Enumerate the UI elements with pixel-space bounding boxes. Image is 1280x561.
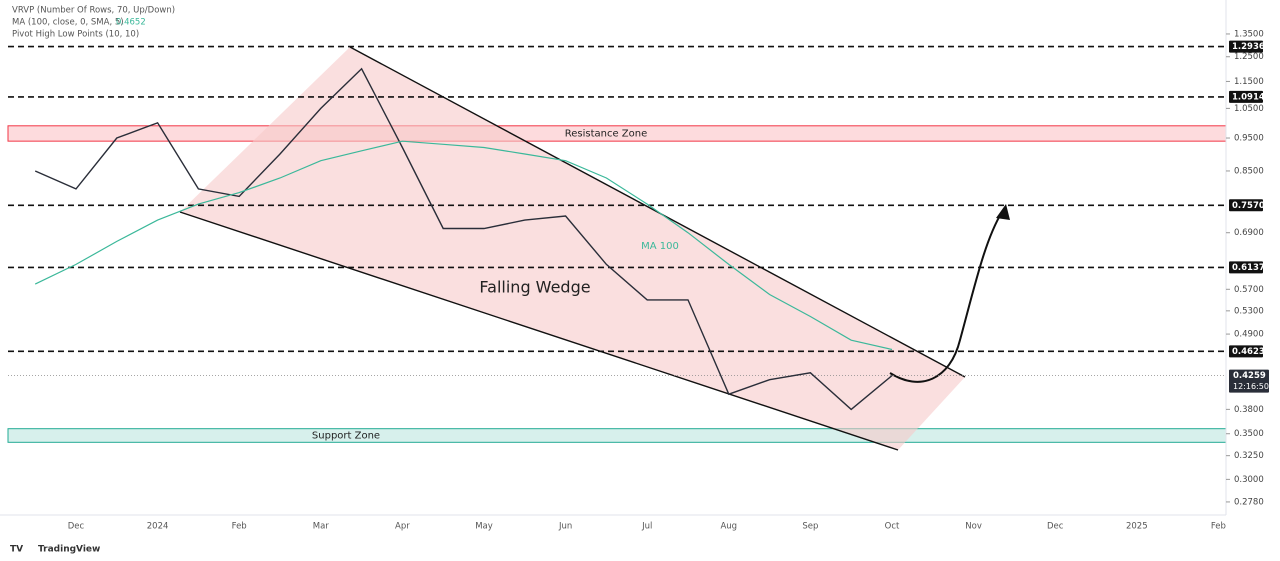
y-tick-label: 0.3000: [1234, 475, 1264, 485]
x-tick-label: Apr: [395, 522, 410, 532]
countdown-label: 12:16:50: [1233, 382, 1269, 391]
zone: [7, 428, 1227, 443]
current-price-label: 0.4259: [1233, 371, 1266, 381]
footer-brand: TradingView: [38, 545, 100, 555]
wedge-lower: [179, 211, 899, 451]
zone-label: Support Zone: [312, 431, 380, 442]
legend-line: MA (100, close, 0, SMA, 5): [12, 18, 124, 28]
y-tick-label: 0.9500: [1234, 134, 1264, 144]
level-label: 1.2936: [1232, 42, 1265, 52]
level-tag: [1229, 345, 1263, 358]
level-tag: [1229, 199, 1263, 212]
level-label: 0.7570: [1232, 201, 1265, 211]
x-tick-label: Dec: [68, 522, 85, 532]
legend-line: VRVP (Number Of Rows, 70, Up/Down): [12, 6, 175, 16]
x-tick-label: Feb: [1211, 522, 1226, 532]
y-tick-label: 0.2780: [1234, 497, 1264, 507]
legend-line: Pivot High Low Points (10, 10): [12, 30, 139, 40]
pattern-label: Falling Wedge: [479, 278, 590, 297]
wedge-fill: [180, 47, 965, 450]
x-tick-label: Nov: [965, 522, 982, 532]
x-tick-label: 2025: [1126, 522, 1148, 532]
x-tick-label: Aug: [720, 522, 737, 532]
y-tick-label: 0.8500: [1234, 166, 1264, 176]
legend-value: 0.4652: [116, 18, 146, 28]
y-tick-label: 0.3250: [1234, 451, 1264, 461]
y-tick-label: 1.0500: [1234, 104, 1264, 114]
y-tick-label: 0.4900: [1234, 330, 1264, 340]
y-tick-label: 0.3800: [1234, 405, 1264, 415]
level-tag: [1229, 90, 1263, 103]
x-tick-label: Jul: [641, 522, 652, 532]
zone-label: Resistance Zone: [565, 128, 648, 139]
arrow-head: [996, 204, 1010, 220]
y-tick-label: 0.5300: [1234, 306, 1264, 316]
level-tag: [1229, 40, 1263, 53]
current-price-tag: [1229, 369, 1269, 393]
y-tick-label: 1.1500: [1234, 77, 1264, 87]
y-tick-label: 1.2500: [1234, 52, 1264, 62]
projection-arrow: [889, 211, 1003, 383]
x-tick-label: 2024: [147, 522, 169, 532]
y-tick-label: 1.3500: [1234, 29, 1264, 39]
x-tick-label: Jun: [558, 522, 572, 532]
x-tick-label: Feb: [232, 522, 247, 532]
series-line: [34, 140, 893, 351]
level-label: 1.0914: [1232, 92, 1265, 102]
footer-logo: TV: [10, 545, 23, 555]
ma-label: MA 100: [641, 241, 679, 252]
y-tick-label: 0.5700: [1234, 285, 1264, 295]
y-tick-label: 0.6900: [1234, 228, 1264, 238]
level-label: 0.6137: [1232, 263, 1265, 273]
y-tick-label: 0.3500: [1234, 429, 1264, 439]
x-tick-label: May: [475, 522, 493, 532]
x-tick-label: Mar: [313, 522, 330, 532]
x-tick-label: Sep: [802, 522, 818, 532]
level-label: 0.4623: [1232, 347, 1265, 357]
series-line: [34, 67, 893, 411]
x-tick-label: Oct: [885, 522, 900, 532]
x-tick-label: Dec: [1047, 522, 1064, 532]
level-tag: [1229, 261, 1263, 274]
